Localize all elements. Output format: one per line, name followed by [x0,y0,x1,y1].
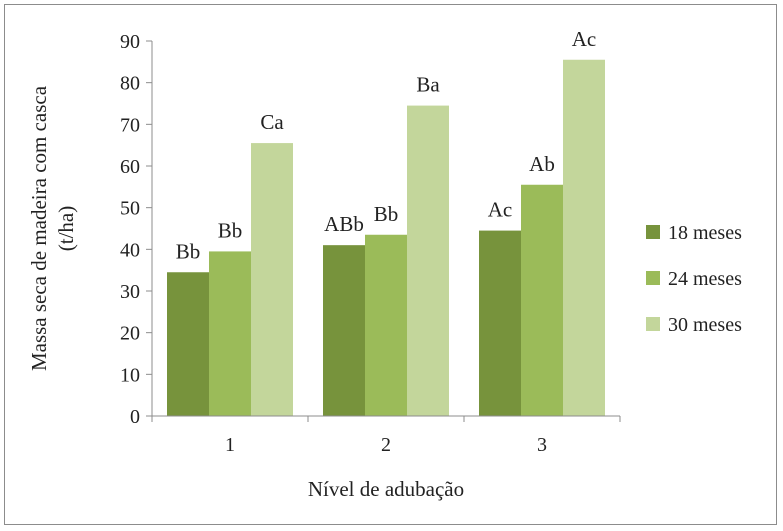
plot-area: Bb ABb Ac Bb Bb Ab Ca Ba Ac 0 10 20 30 40 50 60 70 80 90 1 2… [120,27,621,456]
x-axis-title: Nível de adubação [308,477,464,501]
data-label: Ac [572,27,597,51]
bar-1-cat-2 [323,245,365,416]
y-tick-label: 10 [120,364,140,386]
bar-2-cat-1 [209,251,251,416]
y-tick-label: 70 [120,114,140,136]
x-tick-label: 2 [381,434,391,456]
legend-label: 24 meses [668,268,742,290]
data-label: Bb [176,239,201,263]
legend-swatch [646,317,660,331]
y-tick-label: 90 [120,31,140,53]
data-label: Ba [416,73,440,97]
bar-2-cat-3 [521,184,563,416]
legend-swatch [646,225,660,239]
legend-swatch [646,271,660,285]
bar-1-cat-3 [479,230,521,416]
y-tick-label: 30 [120,281,140,303]
y-tick-label: 50 [120,198,140,220]
y-tick-label: 20 [120,323,140,345]
y-axis-title-line-1: Massa seca de madeira com casca [27,85,51,371]
bar-2-cat-2 [365,234,407,416]
legend: 18 meses 24 meses 30 meses [646,222,742,336]
legend-label: 30 meses [668,314,742,336]
bar-1-cat-1 [167,272,209,416]
bar-3-cat-1 [251,143,293,417]
y-tick-label: 0 [130,406,140,428]
data-label: Bb [218,218,243,242]
y-axis-title-line-2: (t/ha) [54,206,78,251]
bar-3-cat-3 [563,59,605,416]
y-tick-label: 40 [120,239,140,261]
data-label: ABb [324,212,364,236]
y-tick-label: 60 [120,156,140,178]
x-tick-label: 1 [225,434,235,456]
data-label: Ab [529,152,555,176]
data-label: Ac [488,198,513,222]
data-label: Ca [260,110,284,134]
legend-label: 18 meses [668,222,742,244]
x-tick-label: 3 [537,434,547,456]
bar-3-cat-2 [407,105,449,416]
data-label: Bb [374,202,399,226]
y-tick-label: 80 [120,73,140,95]
